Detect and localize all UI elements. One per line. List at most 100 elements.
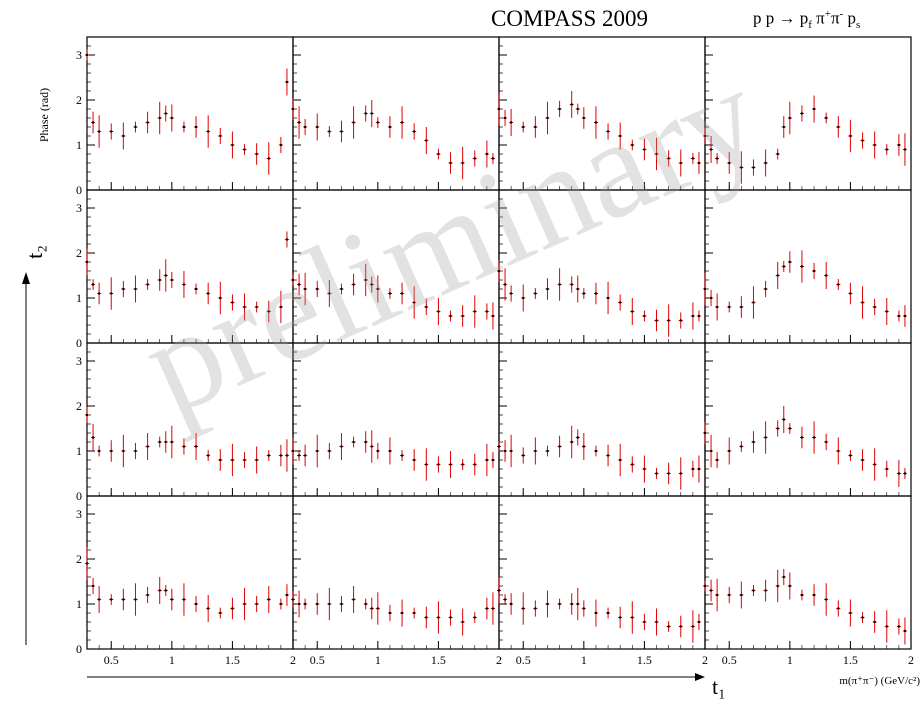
- data-point: [194, 125, 198, 129]
- data-point: [219, 296, 222, 300]
- data-point: [728, 305, 731, 309]
- data-point: [170, 116, 174, 120]
- data-point: [97, 292, 101, 295]
- data-point: [146, 283, 149, 286]
- data-point: [679, 319, 682, 322]
- row1-col1-frame: [86, 36, 294, 191]
- data-point: [146, 593, 149, 597]
- data-point: [122, 598, 125, 601]
- data-point: [679, 161, 682, 165]
- data-point: [297, 454, 301, 457]
- x-tick-label: 0.5: [516, 653, 531, 667]
- data-point: [243, 148, 246, 151]
- data-point: [134, 125, 137, 129]
- data-point: [837, 449, 840, 453]
- t1-arrow-head: [695, 673, 705, 681]
- x-tick-label: 1: [169, 653, 175, 667]
- data-point: [643, 467, 646, 471]
- data-point: [728, 161, 731, 165]
- data-point: [885, 467, 888, 471]
- data-point: [328, 602, 331, 606]
- data-point: [606, 454, 610, 457]
- data-point: [861, 139, 864, 142]
- data-point: [285, 238, 289, 241]
- data-point: [509, 121, 513, 124]
- row4-col4-frame: [704, 495, 912, 650]
- data-point: [885, 625, 888, 628]
- data-point: [425, 463, 428, 466]
- data-point: [364, 278, 367, 282]
- data-point: [697, 620, 701, 624]
- data-point: [679, 472, 682, 475]
- data-point: [316, 602, 319, 606]
- data-point: [782, 418, 785, 421]
- data-point: [764, 436, 767, 439]
- data-point: [370, 445, 373, 448]
- data-point: [546, 602, 549, 606]
- data-point: [812, 269, 816, 273]
- data-point: [352, 598, 355, 601]
- data-point: [219, 611, 222, 615]
- data-point: [473, 157, 476, 160]
- data-point: [849, 134, 852, 138]
- data-point: [655, 152, 658, 156]
- data-point: [206, 292, 210, 295]
- data-point: [558, 107, 561, 111]
- data-point: [267, 454, 270, 457]
- data-point: [546, 287, 549, 291]
- data-point: [503, 283, 507, 286]
- data-point: [861, 458, 864, 462]
- data-point: [85, 413, 89, 417]
- data-point: [267, 310, 270, 313]
- data-point: [449, 161, 452, 165]
- data-point: [691, 625, 695, 628]
- data-point: [206, 454, 210, 457]
- data-point: [461, 620, 464, 624]
- data-point: [885, 148, 888, 151]
- data-point: [291, 449, 295, 453]
- data-point: [364, 440, 367, 444]
- data-point: [91, 121, 95, 124]
- data-point: [873, 305, 876, 309]
- data-point: [328, 130, 331, 133]
- data-point: [570, 602, 573, 606]
- data-point: [709, 449, 713, 453]
- data-point: [437, 463, 440, 466]
- data-point: [340, 445, 343, 448]
- row2-col3-frame: [498, 189, 706, 344]
- y-tick-label: 1: [76, 444, 82, 458]
- x-tick-label: 2: [908, 653, 914, 667]
- data-point: [328, 292, 331, 295]
- y-tick-label: 3: [76, 48, 82, 62]
- data-point: [388, 449, 392, 453]
- data-point: [503, 449, 507, 453]
- data-point: [812, 436, 816, 439]
- data-point: [776, 427, 779, 430]
- x-tick-label: 1.5: [225, 653, 240, 667]
- row2-col1-frame: [86, 189, 294, 344]
- data-point: [376, 287, 380, 291]
- data-point: [691, 314, 695, 318]
- data-point: [594, 611, 598, 615]
- data-point: [170, 598, 174, 601]
- data-point: [146, 445, 149, 448]
- data-point: [849, 611, 852, 615]
- row2-col2-frame: [292, 189, 500, 344]
- data-point: [764, 287, 767, 291]
- data-point: [576, 107, 579, 111]
- data-point: [243, 305, 246, 309]
- data-point: [267, 157, 270, 160]
- data-point: [110, 130, 113, 133]
- data-point: [709, 148, 713, 151]
- data-point: [740, 166, 743, 169]
- data-point: [110, 449, 113, 453]
- data-point: [522, 125, 525, 129]
- data-point: [691, 157, 695, 160]
- data-point: [285, 593, 289, 597]
- data-point: [800, 112, 804, 115]
- data-point: [728, 449, 731, 453]
- data-point: [764, 161, 767, 165]
- y-tick-label: 1: [76, 597, 82, 611]
- data-point: [122, 134, 125, 138]
- data-point: [570, 440, 573, 444]
